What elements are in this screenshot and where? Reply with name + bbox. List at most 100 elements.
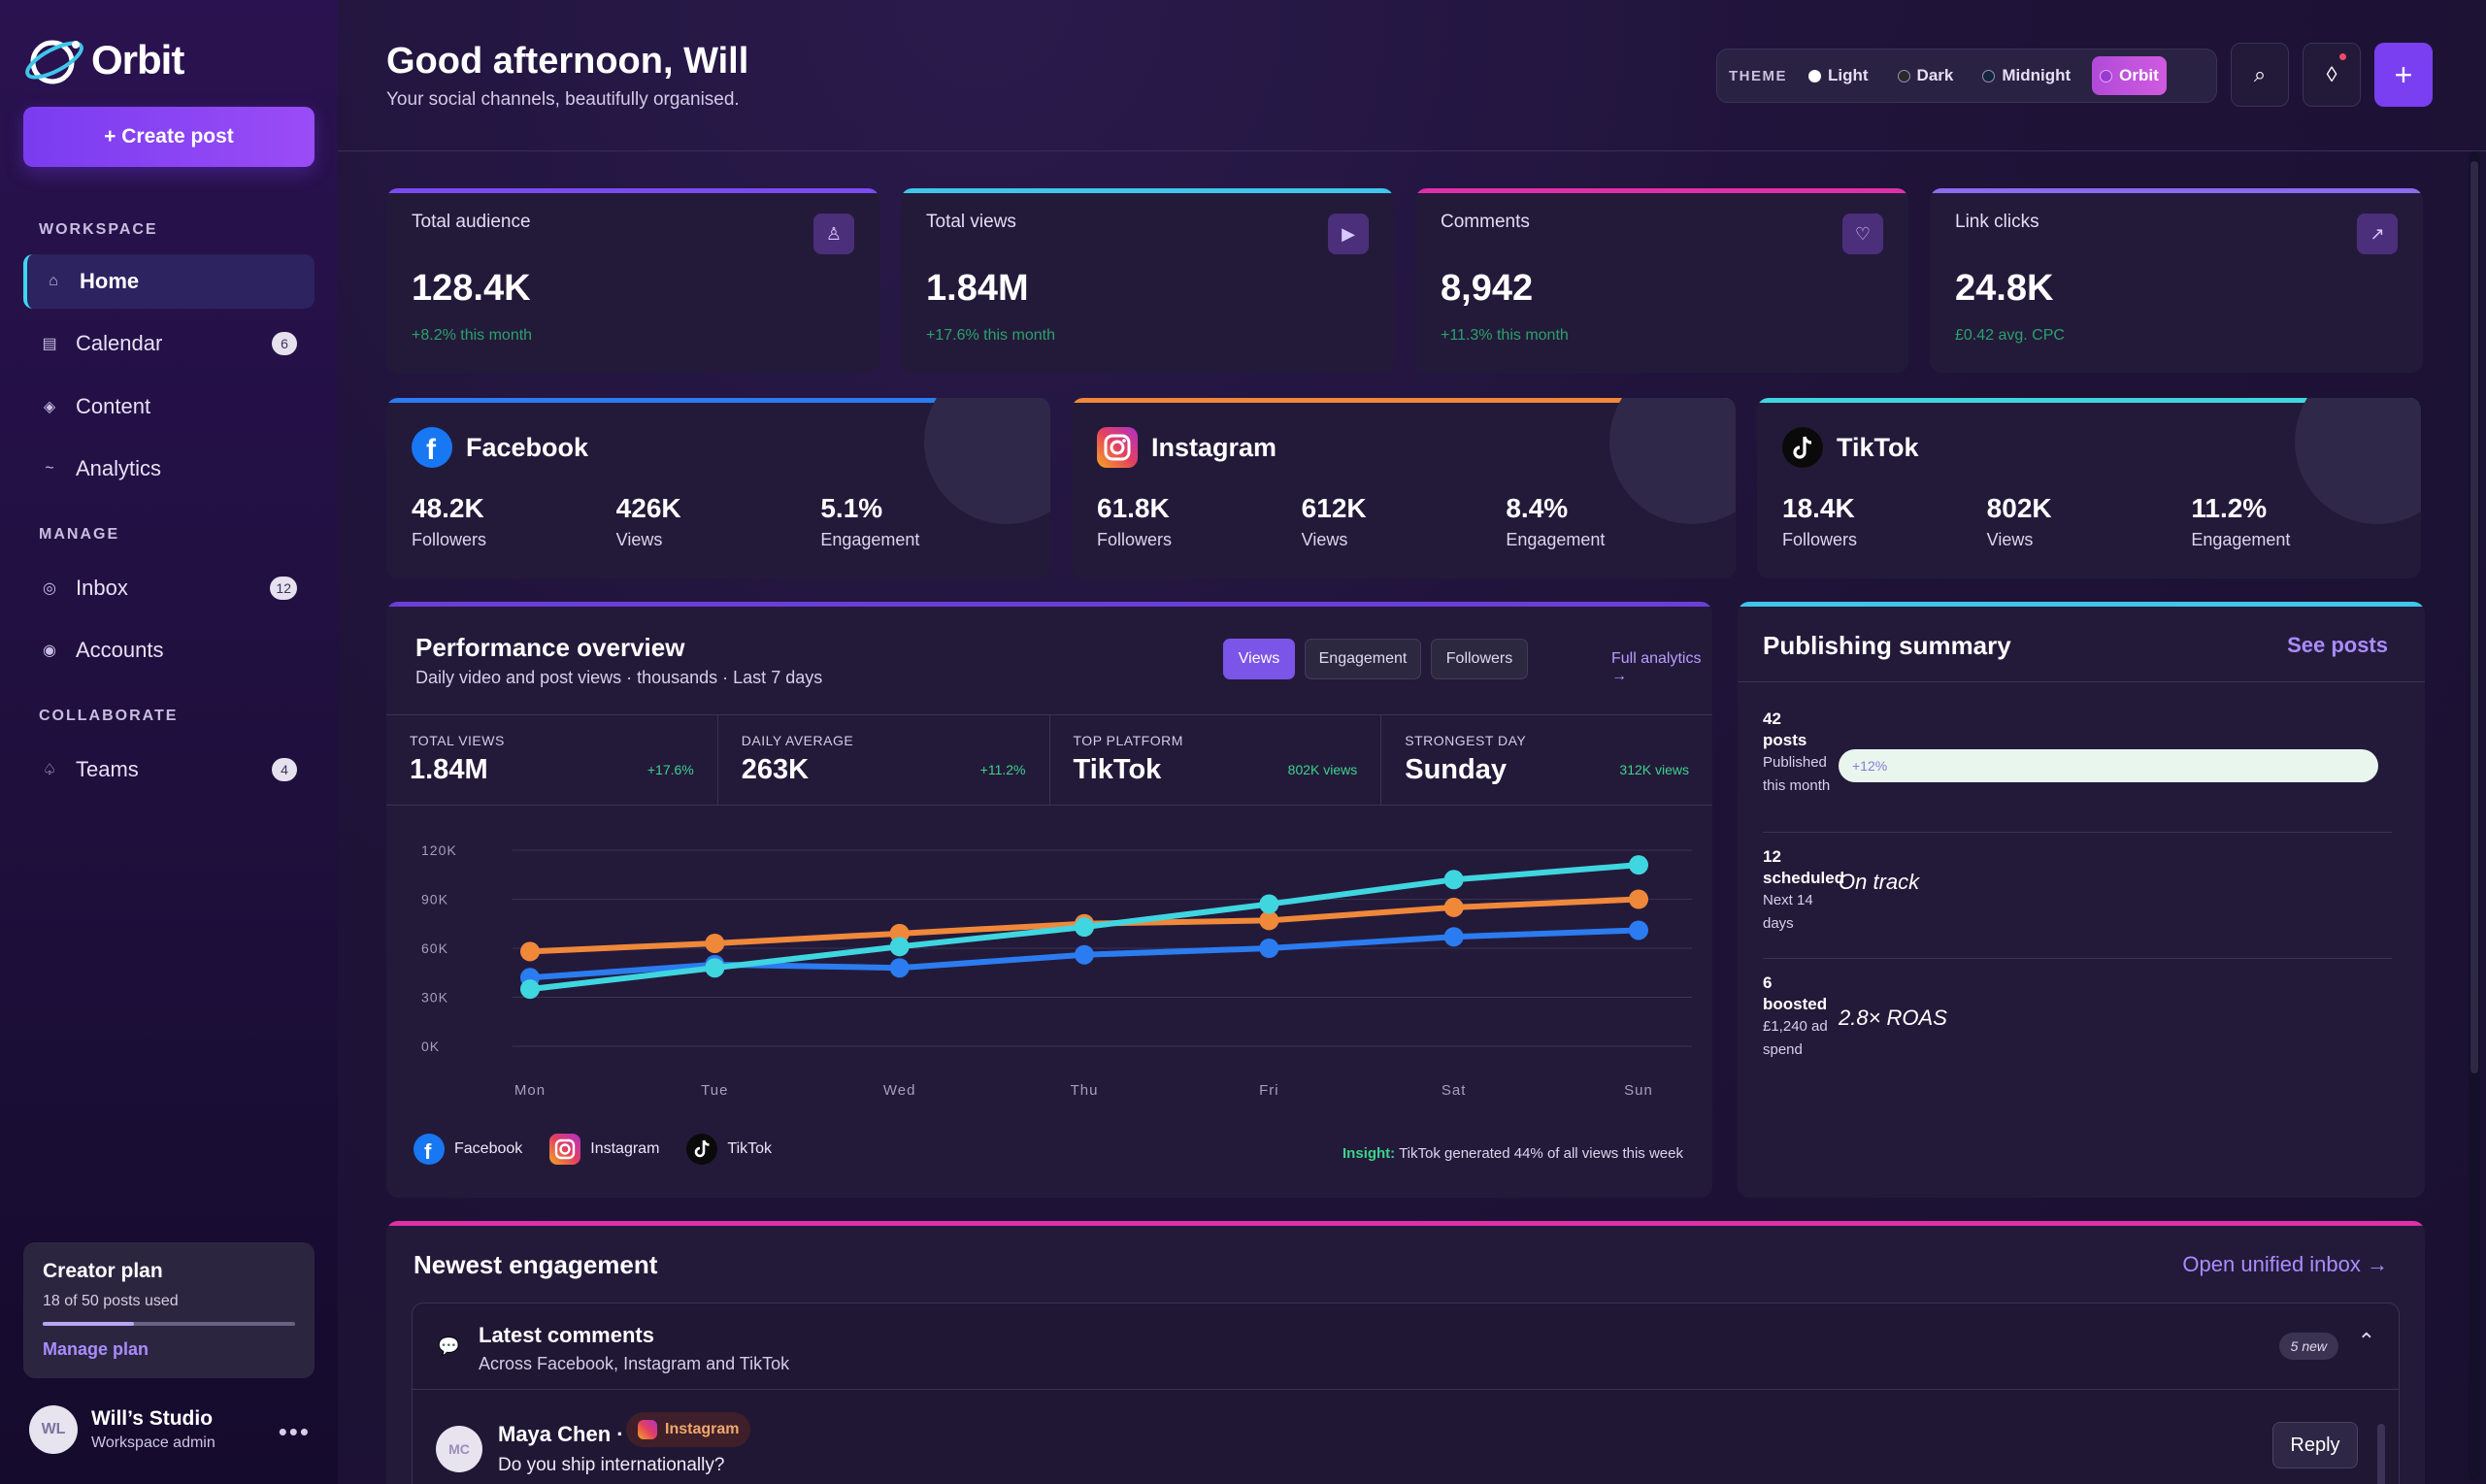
main-area: Good afternoon, Will Your social channel… [338,0,2486,1484]
card-accent [1738,602,2425,607]
views-label: Views [615,530,663,549]
platform-card-tiktok[interactable]: TikTok 18.4K Followers 802K Views 11.2% Eng… [1757,398,2421,578]
platform-tag-label: Instagram [665,1421,740,1437]
kpi-label: TOTAL VIEWS [410,733,505,748]
user-name: Will’s Studio [91,1407,214,1430]
tab-followers[interactable]: Followers [1431,639,1528,679]
sidebar-item-teams[interactable]: ♤ Teams 4 [23,742,315,797]
kpi-value: TikTok [1073,754,1162,785]
kpi-row: TOTAL VIEWS 1.84M +17.6% DAILY AVERAGE 263K… [386,714,1712,806]
sidebar-item-accounts[interactable]: ◉ Accounts [23,623,315,677]
instagram-icon [1097,427,1138,468]
stat-delta: +17.6% this month [926,327,1055,344]
platform-card-facebook[interactable]: f Facebook 48.2K Followers 426K Views 5.1%… [386,398,1050,578]
chevron-up-icon[interactable]: ⌃ [2357,1329,2375,1353]
legend-item-tiktok[interactable]: TikTok [686,1134,772,1165]
add-button[interactable]: + [2374,43,2433,107]
avatar: WL [29,1405,78,1454]
instagram-icon [638,1420,657,1439]
theme-option-light[interactable]: Light [1801,56,1876,95]
theme-option-label: Midnight [2002,66,2072,84]
kpi-delta: +11.2% [979,762,1026,777]
user-role: Workspace admin [91,1435,215,1451]
radio-icon [1897,69,1910,82]
data-point-facebook [1075,944,1094,965]
performance-overview: Performance overview Daily video and pos… [386,602,1712,1198]
followers-label: Followers [1782,530,1858,549]
x-tick-label: Fri [1259,1082,1279,1099]
kpi-label: STRONGEST DAY [1405,733,1527,748]
data-point-instagram [520,941,540,962]
stat-label: Total views [926,212,1016,232]
views-line-chart: 0K 30K 60K 90K 120K Mon Tue Wed Thu Fri Sat Sun [421,842,1692,1099]
legend-label: TikTok [727,1140,773,1157]
theme-option-orbit[interactable]: Orbit [2092,56,2167,95]
see-posts-link[interactable]: See posts [2287,633,2388,657]
kpi-label: TOP PLATFORM [1073,733,1183,748]
followers-label: Followers [412,530,487,549]
instagram-icon [549,1134,581,1165]
logo[interactable]: Orbit [23,33,184,87]
comment-author: Maya Chen · [498,1422,624,1446]
stat-label: Comments [1441,212,1530,232]
search-icon: ⌕ [2253,62,2267,86]
bell-icon: ◊ [2326,62,2337,86]
scrollbar-thumb[interactable] [2470,161,2478,1073]
notifications-button[interactable]: ◊ [2303,43,2361,107]
reply-button[interactable]: Reply [2272,1422,2358,1468]
inbox-badge: 12 [270,577,297,600]
scrollbar-thumb[interactable] [2377,1424,2385,1484]
calendar-badge: 6 [272,332,297,355]
pub-unit: scheduled [1763,869,1845,887]
data-point-instagram [1443,897,1464,917]
theme-option-midnight[interactable]: Midnight [1974,56,2078,95]
tab-views[interactable]: Views [1223,639,1295,679]
search-button[interactable]: ⌕ [2231,43,2289,107]
y-tick-label: 60K [421,940,448,956]
full-analytics-link[interactable]: Full analytics → [1611,650,1702,684]
sidebar-item-inbox[interactable]: ◎ Inbox 12 [23,561,315,615]
sidebar-item-home[interactable]: ⌂ Home [23,254,315,309]
theme-option-label: Dark [1916,66,1954,84]
pub-unit: boosted [1763,995,1828,1013]
facebook-icon: f [414,1134,445,1165]
theme-option-dark[interactable]: Dark [1890,56,1962,95]
plus-icon: + [2394,56,2413,92]
page-scrollbar[interactable] [2469,151,2480,1481]
y-tick-label: 0K [421,1039,440,1054]
data-point-instagram [1629,889,1648,909]
sidebar-item-label: Accounts [76,638,164,662]
legend-item-instagram[interactable]: Instagram [549,1134,659,1165]
kpi-total-views: TOTAL VIEWS 1.84M +17.6% [386,715,718,805]
card-accent [386,602,1712,607]
open-inbox-link[interactable]: Open unified inbox → [2182,1252,2388,1276]
views-value: 802K [1986,493,2052,523]
sidebar-item-content[interactable]: ◈ Content [23,379,315,434]
card-accent [1072,398,1736,403]
card-accent [386,188,879,193]
accounts-icon: ◉ [43,643,56,659]
sidebar-item-analytics[interactable]: ~ Analytics [23,442,315,496]
legend-item-facebook[interactable]: f Facebook [414,1134,522,1165]
platform-card-instagram[interactable]: Instagram 61.8K Followers 612K Views 8.4% E… [1072,398,1736,578]
data-point-tiktok [889,937,910,957]
more-options-icon[interactable]: ••• [278,1417,311,1446]
stat-card-link-clicks: Link clicks ↗ 24.8K £0.42 avg. CPC [1930,188,2423,373]
tab-engagement[interactable]: Engagement [1305,639,1421,679]
manage-plan-link[interactable]: Manage plan [43,1339,149,1359]
data-point-facebook [1629,920,1648,940]
sidebar-item-label: Home [80,269,140,293]
kpi-value: Sunday [1405,754,1507,785]
card-accent [1415,188,1908,193]
card-accent [386,1221,2425,1226]
stat-value: 8,942 [1441,268,1534,309]
heart-icon: ♡ [1842,214,1883,254]
stat-delta: +8.2% this month [412,327,533,344]
pub-extra: On track [1839,870,1920,894]
radio-icon [1982,69,1996,82]
comments-scrollbar[interactable] [2375,1395,2387,1484]
user-profile[interactable]: WL Will’s Studio Workspace admin ••• [29,1405,311,1454]
card-accent [386,398,1050,403]
sidebar-item-calendar[interactable]: ▤ Calendar 6 [23,316,315,371]
create-post-button[interactable]: + Create post [23,107,315,167]
